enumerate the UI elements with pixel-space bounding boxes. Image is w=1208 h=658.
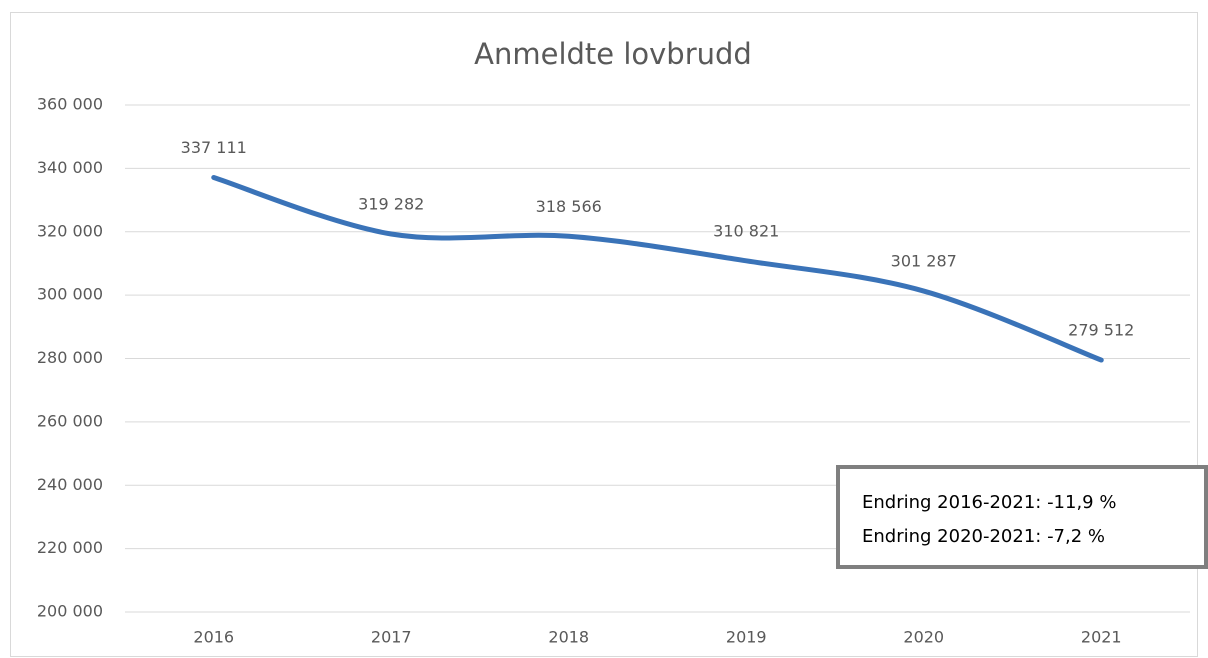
data-label: 318 566: [536, 197, 602, 216]
x-tick-label: 2018: [548, 628, 589, 647]
y-tick-label: 260 000: [37, 411, 103, 430]
x-tick-label: 2019: [726, 628, 767, 647]
annotation: Endring 2020-2021: -7,2 %: [862, 526, 1105, 547]
annotation-box: [836, 465, 1208, 569]
annotation: Endring 2016-2021: -11,9 %: [862, 492, 1116, 513]
data-label: 319 282: [358, 195, 424, 214]
y-tick-label: 360 000: [37, 95, 103, 114]
data-label: 310 821: [713, 221, 779, 240]
data-label: 337 111: [181, 138, 247, 157]
data-label: 301 287: [891, 252, 957, 271]
chart-title: Anmeldte lovbrudd: [474, 37, 752, 71]
x-tick-label: 2020: [903, 628, 944, 647]
x-tick-label: 2016: [193, 628, 234, 647]
y-tick-label: 240 000: [37, 475, 103, 494]
y-tick-label: 340 000: [37, 158, 103, 177]
y-tick-label: 320 000: [37, 221, 103, 240]
y-tick-label: 200 000: [37, 602, 103, 621]
x-tick-label: 2017: [371, 628, 412, 647]
data-label: 279 512: [1068, 321, 1134, 340]
y-tick-label: 280 000: [37, 348, 103, 367]
line: [211, 175, 1104, 363]
y-tick-label: 300 000: [37, 285, 103, 304]
x-tick-label: 2021: [1081, 628, 1122, 647]
y-tick-label: 220 000: [37, 538, 103, 557]
